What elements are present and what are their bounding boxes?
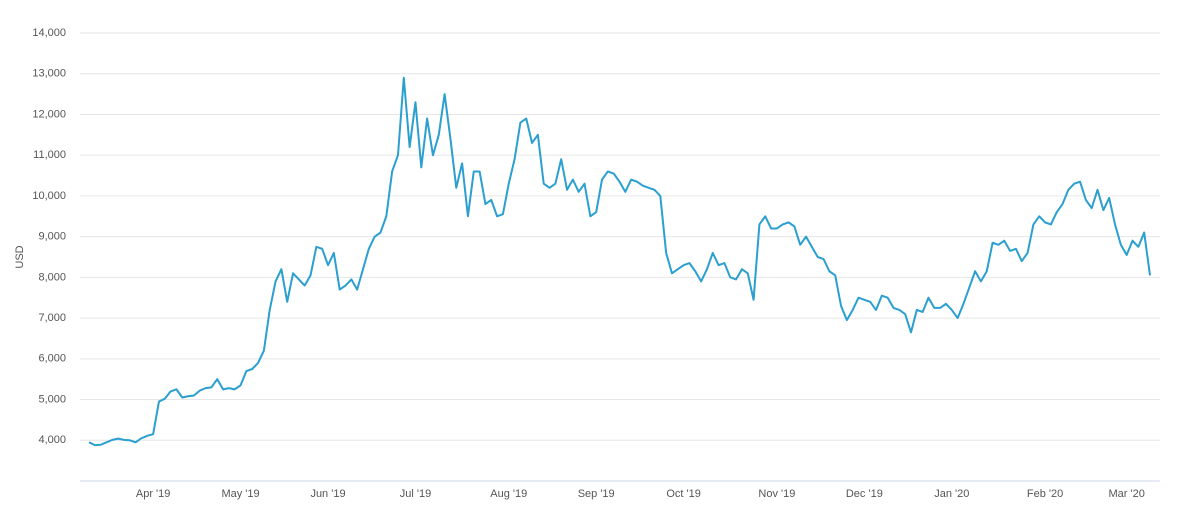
x-tick-label: May '19 — [221, 488, 259, 500]
y-tick-label: 11,000 — [33, 149, 66, 161]
x-tick-label: Nov '19 — [758, 488, 795, 500]
x-tick-label: Jun '19 — [310, 488, 345, 500]
x-tick-label: Apr '19 — [136, 488, 171, 500]
y-tick-label: 10,000 — [32, 190, 66, 202]
y-tick-label: 8,000 — [38, 271, 66, 283]
x-tick-label: Aug '19 — [490, 488, 527, 500]
y-axis-label: USD — [14, 245, 26, 268]
y-tick-label: 6,000 — [38, 353, 66, 365]
x-tick-label: Mar '20 — [1109, 488, 1145, 500]
price-line — [88, 76, 1151, 447]
x-tick-label: Feb '20 — [1027, 488, 1063, 500]
y-tick-label: 12,000 — [32, 108, 66, 120]
x-tick-label: Jul '19 — [400, 488, 431, 500]
y-tick-label: 4,000 — [38, 434, 66, 446]
x-tick-label: Dec '19 — [846, 488, 883, 500]
x-tick-label: Sep '19 — [578, 488, 615, 500]
y-tick-label: 14,000 — [32, 27, 66, 39]
x-tick-label: Jan '20 — [934, 488, 969, 500]
y-tick-label: 9,000 — [38, 231, 66, 243]
y-tick-label: 13,000 — [32, 68, 66, 80]
y-tick-label: 7,000 — [38, 312, 66, 324]
x-tick-label: Oct '19 — [666, 488, 701, 500]
y-tick-label: 5,000 — [38, 393, 66, 405]
